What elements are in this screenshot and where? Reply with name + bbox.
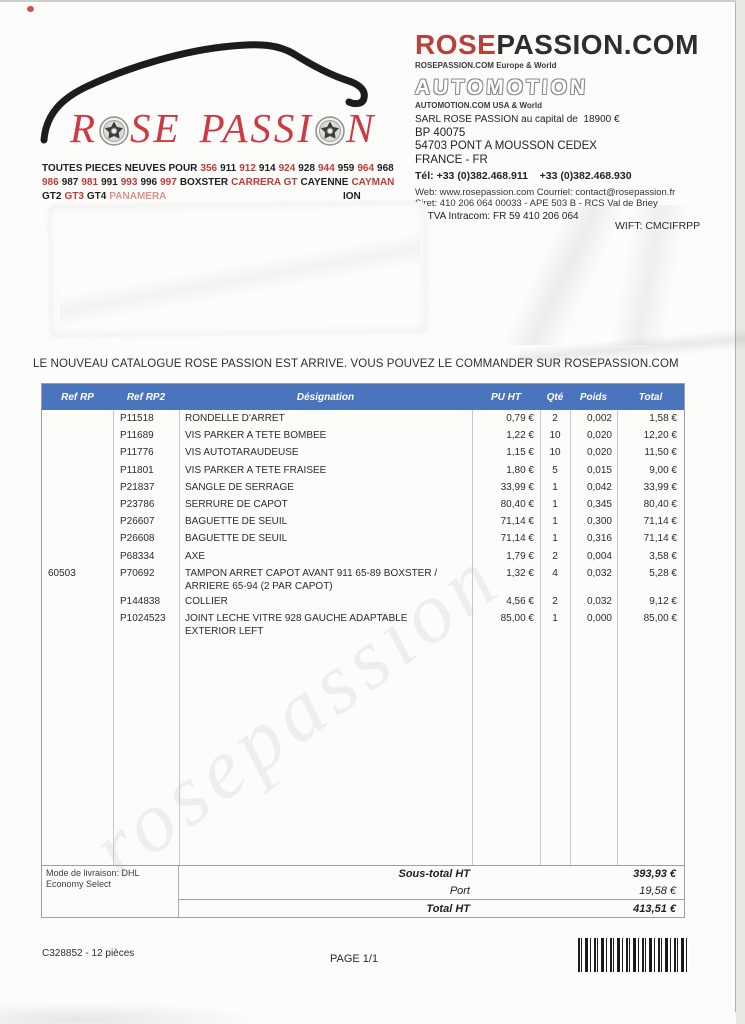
header-total: Total: [638, 391, 663, 403]
brand-title-passion: PASSION.COM: [496, 29, 699, 60]
order-items-table: Ref RP Ref RP2 Désignation PU HT Qté Poi…: [41, 383, 685, 918]
fuchs-wheel-icon: [315, 116, 345, 146]
scan-top-edge: [0, 0, 745, 2]
scan-right-edge-line: [735, 2, 736, 1012]
models-prefix: TOUTES PIECES NEUVES POUR: [42, 163, 198, 174]
company-siret: Siret: 410 206 064 00033 - APE 503 B - R…: [415, 198, 658, 209]
shipping-method: Mode de livraison: DHL Economy Select: [42, 866, 179, 917]
port-label: Port: [449, 885, 470, 897]
table-row: P68334 AXE 1,79 €2 0,004 3,58 €: [120, 550, 677, 562]
company-city: 54703 PONT A MOUSSON CEDEX: [415, 140, 597, 152]
header-pu-ht: PU HT: [491, 391, 521, 403]
table-row: P11801 VIS PARKER A TETE FRAISEE 1,80 €5 0,…: [120, 464, 677, 476]
column-divider: [617, 410, 618, 865]
brand-subtitle: ROSEPASSION.COM Europe & World: [415, 61, 557, 70]
header-ref-rp2: Ref RP2: [126, 391, 166, 403]
table-row: P11518 RONDELLE D'ARRET 0,79 €2 0,002 1,58 €: [120, 413, 677, 424]
red-ink-mark: [27, 6, 34, 12]
models-line-3-fragment: ION: [343, 191, 361, 202]
address-redaction-label: [49, 201, 427, 337]
models-line-1: TOUTES PIECES NEUVES POUR 356 911 912 914 924…: [42, 163, 394, 174]
table-row: P26607 BAGUETTE DE SEUIL 71,14 €1 0,300 71,1…: [120, 516, 677, 528]
table-row: P11689 VIS PARKER A TETE BOMBEE 1,22 €10 0,…: [120, 430, 677, 442]
table-row: P11776 VIS AUTOTARAUDEUSE 1,15 €10 0,020 11,…: [120, 447, 677, 459]
subtotal-row: Sous-total HT 393,93 €: [179, 866, 684, 883]
column-divider: [472, 410, 473, 865]
column-divider: [570, 410, 571, 865]
rose-passion-wordmark: R SE PASSI N: [70, 104, 376, 152]
table-row: P26608 BAGUETTE DE SEUIL 71,14 €1 0,316 71,1…: [120, 533, 677, 545]
column-divider: [179, 410, 180, 865]
subtotal-label: Sous-total HT: [398, 868, 471, 881]
models-line-2: 986 987 981 991 993 996 997 BOXSTER CARRERA GT CA…: [42, 177, 395, 188]
table-row: P23786 SERRURE DE CAPOT 80,40 €1 0,345 80,40…: [120, 498, 677, 510]
company-country: FRANCE - FR: [415, 153, 488, 166]
wordmark-letters-se: SE: [130, 105, 182, 151]
header-poids: Poids: [579, 391, 608, 403]
brand-title: ROSEPASSION.COM: [415, 30, 740, 60]
models-line-3: GT2 GT3 GT4 PANAMERA ION: [42, 191, 361, 202]
totals-section: Mode de livraison: DHL Economy Select So…: [42, 865, 684, 917]
company-swift: WIFT: CMCIFRPP: [615, 220, 701, 232]
total-label: Total HT: [426, 902, 470, 915]
barcode: [578, 938, 690, 972]
scan-right-edge: [736, 0, 745, 1024]
column-divider: [113, 410, 114, 865]
company-web-email: Web: www.rosepassion.com Courriel: conta…: [415, 186, 676, 198]
table-header-row: Ref RP Ref RP2 Désignation PU HT Qté Poi…: [42, 384, 684, 410]
wordmark-letter-r: R: [70, 105, 99, 151]
page-number: PAGE 1/1: [330, 953, 379, 965]
header-designation: Désignation: [296, 391, 355, 403]
brand-title-rose: ROSE: [415, 29, 497, 60]
shipping-cost-row: Port 19,58 €: [179, 883, 684, 900]
porsche-silhouette-logo: [40, 41, 368, 144]
wordmark-letters-passi: PASSI: [199, 105, 315, 151]
order-reference: C328852 - 12 pièces: [42, 948, 135, 959]
catalog-banner-text: LE NOUVEAU CATALOGUE ROSE PASSION EST AR…: [33, 358, 679, 370]
fuchs-wheel-icon: [99, 116, 129, 146]
company-phone: Tél: +33 (0)382.468.911 +33 (0)382.468.9…: [415, 170, 632, 182]
column-divider: [540, 410, 541, 865]
automotion-logo: AUTOMOTION: [414, 76, 589, 99]
table-row: P144838 COLLIER 4,56 €2 0,032 9,12 €: [120, 595, 677, 607]
subtotal-value: 393,93 €: [633, 868, 676, 881]
grand-total-row: Total HT 413,51 €: [179, 899, 684, 917]
scan-bottom-smudge: [0, 1002, 260, 1024]
company-capital: SARL ROSE PASSION au capital de 18900 €: [415, 114, 620, 125]
table-row: P21837 SANGLE DE SERRAGE 33,99 €1 0,042 33,9…: [120, 481, 677, 493]
header-qte: Qté: [546, 391, 564, 403]
table-row: P1024523 JOINT LECHE VITRE 928 GAUCHE ADA…: [120, 612, 677, 637]
company-header-block: ROSEPASSION.COM ROSEPASSION.COM Europe &…: [414, 30, 740, 223]
wordmark-letter-n: N: [346, 105, 377, 151]
models-list: TOUTES PIECES NEUVES POUR 356 911 912 914 924…: [42, 162, 410, 204]
table-row: 60503 P70692 TAMPON ARRET CAPOT AVANT 911 …: [48, 567, 677, 592]
company-bp: BP 40075: [415, 126, 466, 139]
port-value: 19,58 €: [639, 885, 676, 897]
automotion-subtitle: AUTOMOTION.COM USA & World: [415, 101, 542, 110]
table-body: P11518 RONDELLE D'ARRET 0,79 €2 0,002 1,58 €…: [42, 410, 684, 865]
header-ref-rp: Ref RP: [61, 391, 94, 403]
total-value: 413,51 €: [633, 902, 676, 915]
